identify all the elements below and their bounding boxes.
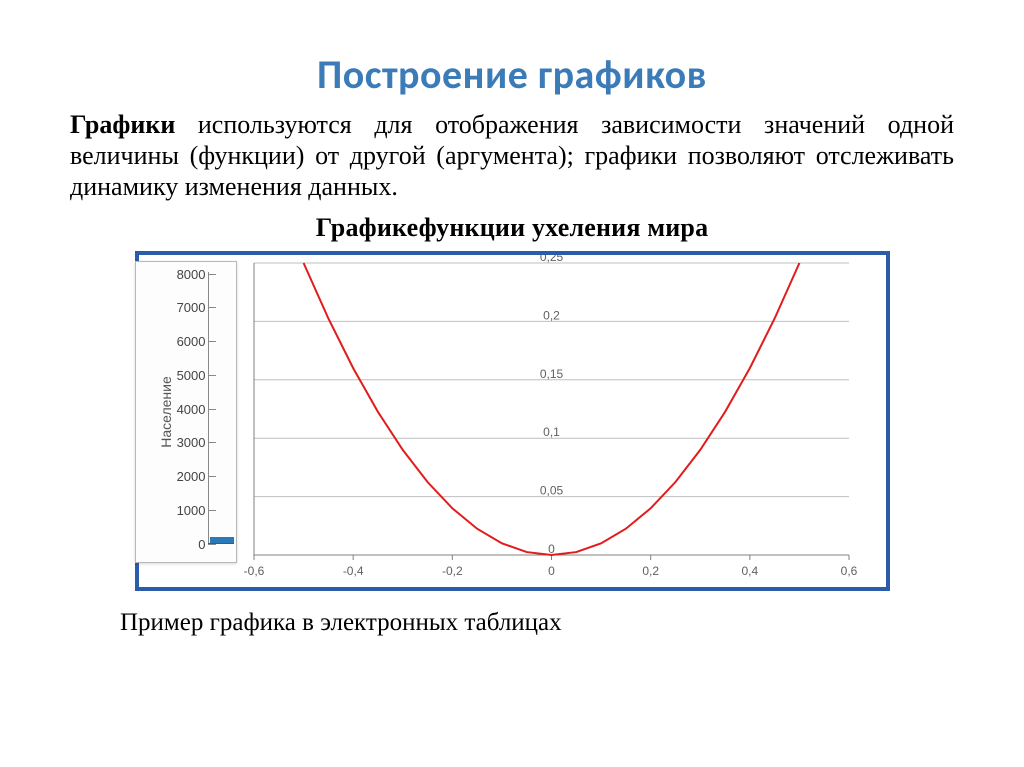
svg-text:0,6: 0,6: [840, 564, 857, 578]
svg-text:0,05: 0,05: [539, 483, 563, 497]
svg-text:-0,6: -0,6: [243, 564, 264, 578]
chart-overlap-title: Графикефункции ухеления мира: [0, 213, 1024, 243]
slide: Построение графиков Графики используются…: [0, 0, 1024, 767]
svg-text:0,2: 0,2: [543, 308, 560, 322]
svg-text:0,2: 0,2: [642, 564, 659, 578]
svg-text:0,15: 0,15: [539, 366, 563, 380]
svg-text:0,4: 0,4: [741, 564, 758, 578]
svg-text:-0,2: -0,2: [441, 564, 462, 578]
svg-text:-0,4: -0,4: [342, 564, 363, 578]
svg-text:0,1: 0,1: [543, 425, 560, 439]
intro-paragraph: Графики используются для отображения зав…: [70, 109, 954, 203]
svg-text:0,25: 0,25: [539, 255, 563, 264]
parabola-chart: 00,050,10,150,20,25-0,6-0,4-0,200,20,40,…: [139, 255, 886, 587]
svg-text:0: 0: [548, 564, 555, 578]
para-lead: Графики: [70, 110, 175, 139]
para-rest: используются для отображения зависимости…: [70, 110, 954, 201]
page-title: Построение графиков: [0, 0, 1024, 99]
chart-caption: Пример графика в электронных таблицах: [120, 609, 954, 637]
chart-container: Население 800070006000500040003000200010…: [135, 251, 890, 591]
